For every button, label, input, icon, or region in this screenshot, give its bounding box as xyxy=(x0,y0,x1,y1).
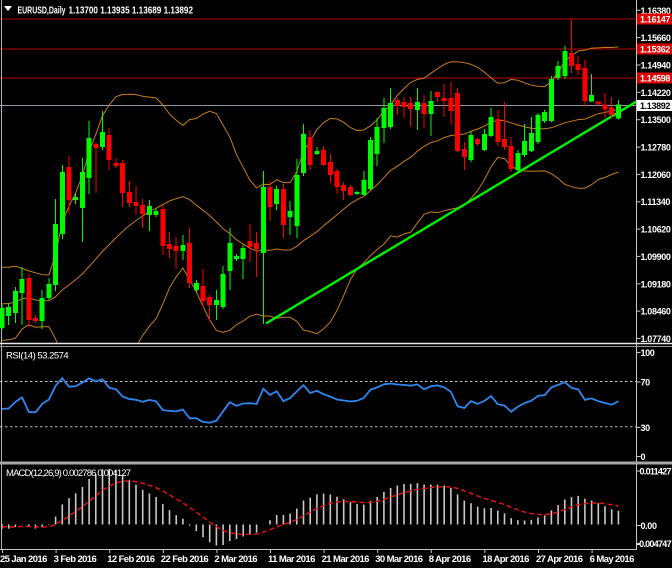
svg-text:27 Apr 2016: 27 Apr 2016 xyxy=(536,554,583,565)
svg-text:1.08460: 1.08460 xyxy=(641,307,671,317)
svg-text:1.10620: 1.10620 xyxy=(641,225,671,235)
svg-text:RSI(14) 53.2574: RSI(14) 53.2574 xyxy=(6,351,68,362)
svg-text:18 Apr 2016: 18 Apr 2016 xyxy=(482,554,529,565)
svg-text:6 May 2016: 6 May 2016 xyxy=(590,554,634,565)
svg-text:1.16380: 1.16380 xyxy=(641,6,671,16)
svg-text:12 Feb 2016: 12 Feb 2016 xyxy=(107,554,155,565)
svg-text:MACD(12,26,9) 0.002786 0.00412: MACD(12,26,9) 0.002786 0.004127 xyxy=(6,468,131,479)
svg-text:-0.004747: -0.004747 xyxy=(637,539,672,549)
svg-text:1.11340: 1.11340 xyxy=(641,197,671,207)
svg-text:1.12060: 1.12060 xyxy=(641,170,671,180)
svg-text:EURUSD,Daily: EURUSD,Daily xyxy=(18,6,66,17)
svg-text:1.13500: 1.13500 xyxy=(641,115,671,125)
svg-text:100: 100 xyxy=(641,348,655,358)
svg-text:1.14940: 1.14940 xyxy=(641,61,671,71)
svg-text:1.16147: 1.16147 xyxy=(640,15,670,25)
svg-text:30: 30 xyxy=(641,423,651,433)
svg-text:1.14220: 1.14220 xyxy=(641,88,671,98)
svg-text:1.15362: 1.15362 xyxy=(640,45,670,55)
svg-text:25 Jan 2016: 25 Jan 2016 xyxy=(0,554,47,565)
svg-text:1.14598: 1.14598 xyxy=(640,74,670,84)
svg-text:30 Mar 2016: 30 Mar 2016 xyxy=(375,554,423,565)
svg-text:70: 70 xyxy=(641,378,651,388)
svg-text:8 Apr 2016: 8 Apr 2016 xyxy=(429,554,471,565)
svg-text:1.13700 1.13935 1.13689 1.1389: 1.13700 1.13935 1.13689 1.13892 xyxy=(69,6,194,17)
svg-text:1.15660: 1.15660 xyxy=(641,33,671,43)
svg-text:21 Mar 2016: 21 Mar 2016 xyxy=(322,554,370,565)
svg-text:2 Mar 2016: 2 Mar 2016 xyxy=(214,554,257,565)
svg-text:0.00: 0.00 xyxy=(641,521,657,531)
svg-text:11 Mar 2016: 11 Mar 2016 xyxy=(268,554,315,565)
svg-text:1.09180: 1.09180 xyxy=(641,279,671,289)
svg-text:22 Feb 2016: 22 Feb 2016 xyxy=(161,554,209,565)
svg-text:1.07740: 1.07740 xyxy=(641,334,671,344)
svg-text:1.13892: 1.13892 xyxy=(640,101,670,111)
svg-text:1.09900: 1.09900 xyxy=(641,252,671,262)
svg-text:0.011427: 0.011427 xyxy=(640,467,672,477)
svg-text:1.12780: 1.12780 xyxy=(641,143,671,153)
svg-text:0: 0 xyxy=(641,452,646,462)
svg-text:3 Feb 2016: 3 Feb 2016 xyxy=(54,554,97,565)
